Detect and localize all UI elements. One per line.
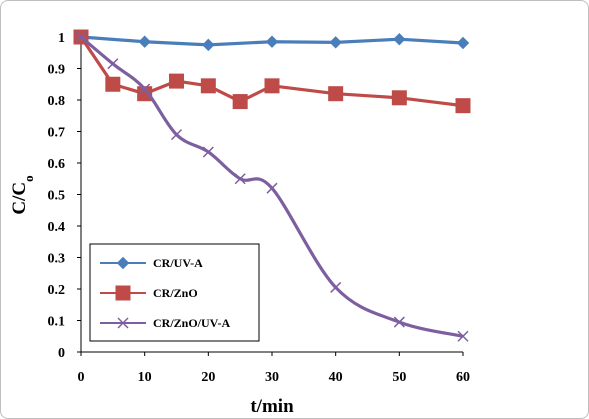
legend-item: CR/ZnO/UV-A: [100, 316, 230, 330]
data-point: [330, 281, 342, 293]
data-point: [200, 78, 216, 94]
legend-swatch-marker: [116, 256, 130, 270]
data-point: [202, 146, 214, 158]
data-point: [170, 129, 183, 141]
x-tick-label: 50: [392, 370, 406, 385]
legend-swatch-marker: [117, 317, 129, 329]
legend: CR/UV-A CR/ZnO CR/ZnO/UV-A: [89, 243, 260, 342]
data-point: [391, 90, 407, 106]
series-layer: [73, 29, 471, 342]
data-point: [328, 86, 344, 102]
series-cr-uv-a: [74, 30, 470, 52]
data-point: [234, 173, 246, 185]
data-point: [455, 98, 471, 114]
x-tick-label: 40: [329, 370, 343, 385]
legend-label: CR/ZnO: [153, 286, 198, 300]
y-tick-label: 0.2: [48, 283, 66, 298]
data-point: [202, 38, 215, 52]
data-point: [139, 83, 151, 95]
y-tick-label: 0.9: [48, 63, 66, 78]
data-point: [169, 73, 184, 89]
x-tick-label: 0: [78, 370, 85, 385]
y-tick-labels: 0 0.1 0.2 0.3 0.4 0.5 0.6 0.7 0.8 0.9 1: [48, 31, 81, 361]
data-point: [266, 182, 278, 194]
data-point: [393, 316, 405, 328]
data-point: [138, 35, 151, 48]
data-point: [456, 36, 470, 50]
x-tick-labels: 0 10 20 30 40 50 60: [78, 352, 470, 385]
y-tick-label: 0.7: [48, 126, 66, 141]
x-tick-label: 10: [138, 370, 152, 385]
y-axis-title-main: C/C: [9, 182, 30, 215]
legend-item: CR/UV-A: [100, 256, 203, 270]
x-tick-label: 30: [265, 370, 279, 385]
y-tick-label: 0.4: [48, 220, 66, 235]
data-point: [107, 58, 119, 70]
legend-label: CR/UV-A: [153, 256, 203, 270]
y-tick-label: 0.6: [48, 157, 66, 172]
legend-item: CR/ZnO: [100, 285, 198, 301]
data-point: [457, 330, 469, 342]
x-axis-title: t/min: [250, 396, 294, 417]
y-tick-label: 0.3: [48, 252, 66, 267]
x-tick-label: 60: [456, 370, 470, 385]
y-tick-label: 1: [58, 31, 65, 46]
legend-label: CR/ZnO/UV-A: [153, 316, 230, 330]
data-point: [232, 94, 248, 110]
data-point: [264, 78, 280, 94]
series-line: [79, 36, 464, 108]
y-axis-title-subscript: o: [21, 175, 36, 182]
legend-swatch-marker: [115, 285, 131, 301]
data-point: [75, 31, 87, 43]
x-tick-label: 20: [201, 370, 215, 385]
y-tick-label: 0.5: [48, 189, 66, 204]
series-cr-zno: [73, 29, 471, 114]
data-point: [393, 32, 406, 46]
data-point: [265, 35, 279, 48]
data-point: [105, 76, 121, 92]
data-point: [329, 36, 342, 49]
series-cr-zno-uv-a: [75, 31, 469, 342]
y-tick-label: 0.8: [48, 94, 66, 109]
series-line: [79, 35, 464, 338]
y-axis-title: C/Co: [9, 175, 36, 214]
y-tick-label: 0.1: [48, 315, 66, 330]
y-tick-label: 0: [58, 346, 65, 361]
